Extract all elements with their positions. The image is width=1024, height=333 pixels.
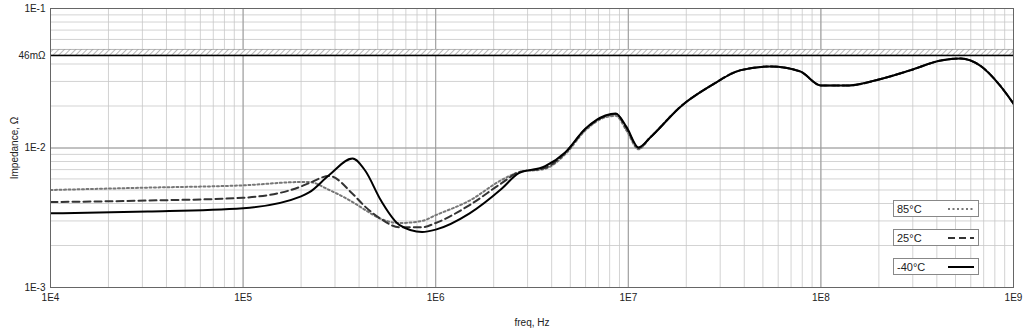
svg-text:1E4: 1E4: [42, 292, 60, 303]
svg-text:46mΩ: 46mΩ: [19, 50, 46, 61]
svg-text:1E6: 1E6: [427, 292, 445, 303]
html-text:85°C: 85°C: [897, 202, 922, 215]
svg-text:1E-1: 1E-1: [24, 3, 46, 14]
svg-text:1E-2: 1E-2: [24, 142, 46, 153]
svg-text:1E9: 1E9: [1005, 292, 1023, 303]
svg-text:1E7: 1E7: [619, 292, 637, 303]
html-text:25°C: 25°C: [897, 231, 922, 244]
svg-text:Impedance, Ω: Impedance, Ω: [9, 116, 20, 179]
html-text:-40°C: -40°C: [897, 260, 926, 273]
svg-text:freq, Hz: freq, Hz: [514, 317, 549, 328]
svg-text:1E8: 1E8: [812, 292, 830, 303]
svg-text:1E5: 1E5: [234, 292, 252, 303]
svg-text:1E-3: 1E-3: [24, 281, 46, 293]
